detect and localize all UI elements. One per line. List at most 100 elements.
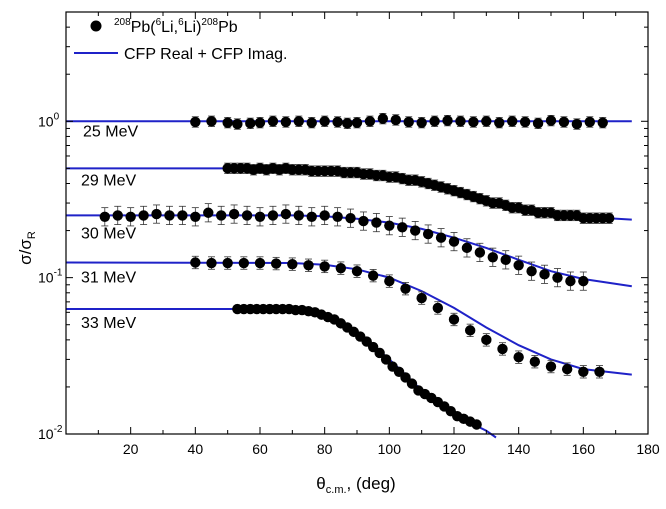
data-point (422, 228, 434, 240)
data-point (529, 356, 541, 367)
data-point (471, 419, 482, 430)
x-tick-label: 80 (317, 441, 333, 457)
data-point (578, 366, 589, 377)
data-point (254, 211, 266, 222)
data-point (206, 257, 217, 269)
data-point (481, 116, 492, 127)
data-point (578, 275, 589, 287)
data-point (345, 212, 356, 224)
energy-label: 25 MeV (83, 123, 138, 140)
data-point (552, 272, 563, 283)
x-tick-label: 40 (188, 441, 204, 457)
data-point (410, 225, 421, 236)
series-33-mev: 33 MeV (66, 303, 497, 439)
data-point (526, 265, 537, 277)
data-point (319, 116, 330, 127)
data-point (397, 222, 408, 233)
legend-fit-label: CFP Real + CFP Imag. (124, 46, 287, 63)
data-point (448, 314, 460, 325)
data-point (384, 220, 395, 231)
fit-curve (66, 214, 632, 288)
data-point (367, 270, 379, 281)
data-point (216, 210, 227, 221)
data-point (241, 210, 253, 221)
legend: 208Pb(6Li,6Li)208Pb CFP Real + CFP Imag. (74, 17, 287, 63)
data-point (293, 116, 304, 127)
data-point (507, 116, 518, 127)
data-point (494, 117, 505, 128)
series-30-mev: 30 MeV (66, 203, 632, 291)
data-point (332, 211, 343, 222)
data-point (280, 208, 292, 220)
data-point (190, 257, 201, 268)
data-point (222, 117, 233, 128)
data-point (432, 302, 444, 314)
data-point (112, 210, 123, 221)
data-point (332, 116, 343, 128)
x-tick-label: 140 (507, 441, 531, 457)
data-point (351, 265, 363, 277)
x-tick-label: 120 (442, 441, 466, 457)
data-point (565, 275, 576, 287)
data-point (190, 116, 201, 128)
data-point (513, 260, 524, 271)
data-point (303, 260, 314, 271)
data-point (125, 211, 136, 222)
data-point (177, 210, 188, 221)
data-point (267, 116, 279, 127)
data-point (390, 114, 401, 126)
energy-label: 31 MeV (81, 269, 136, 286)
data-point (190, 211, 201, 222)
data-point (238, 257, 250, 269)
data-point (377, 113, 389, 124)
data-point (532, 118, 544, 129)
energy-label: 30 MeV (81, 225, 136, 242)
data-point (371, 217, 382, 228)
energy-label: 29 MeV (81, 172, 136, 189)
data-point (280, 116, 292, 128)
data-point (306, 211, 317, 222)
data-point (293, 210, 304, 221)
data-point (403, 116, 414, 128)
data-point (206, 116, 217, 127)
x-axis-title: θc.m., (deg) (316, 474, 395, 496)
data-point (604, 212, 615, 224)
data-point (461, 242, 473, 254)
data-point (464, 325, 476, 336)
data-point (222, 257, 233, 269)
data-point (335, 262, 347, 274)
data-point (232, 118, 243, 130)
data-point (228, 208, 240, 220)
data-point (270, 258, 282, 269)
data-point (287, 258, 298, 270)
data-point (267, 210, 279, 221)
x-tick-label: 160 (572, 441, 596, 457)
data-point (364, 116, 376, 127)
energy-label: 33 MeV (81, 315, 136, 332)
data-point (416, 117, 427, 128)
ticks-layer: 20 40 60 80 100 120 140 160 180 100 10-1 10-2 (38, 11, 660, 457)
data-point (380, 354, 392, 365)
data-point (594, 366, 605, 377)
data-point (138, 210, 149, 221)
data-point (245, 118, 256, 129)
y-tick-label: 10-1 (38, 268, 63, 286)
data-point (400, 372, 411, 383)
series-29-mev: 29 MeV (66, 162, 632, 224)
data-point (416, 292, 427, 304)
data-point (254, 117, 266, 128)
data-point (435, 232, 447, 243)
data-point (442, 115, 453, 126)
data-point (254, 257, 266, 269)
data-point (319, 210, 330, 221)
y-tick-label: 100 (38, 111, 60, 129)
legend-data-marker (90, 20, 102, 32)
fit-curve (65, 261, 632, 376)
data-point (481, 334, 492, 346)
data-point (474, 247, 486, 258)
data-point (448, 236, 460, 247)
data-point (519, 116, 531, 128)
series-25-mev: 25 MeV (66, 112, 632, 140)
data-point (384, 275, 395, 287)
